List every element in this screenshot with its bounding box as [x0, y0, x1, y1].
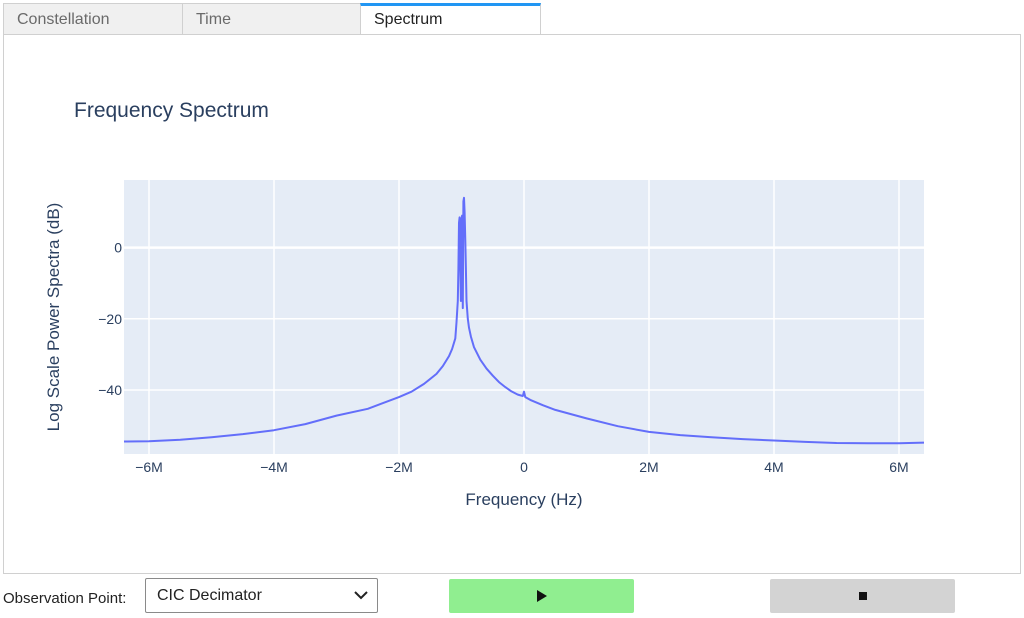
chevron-down-icon — [354, 591, 368, 600]
y-tick-label: −20 — [98, 311, 122, 327]
x-tick-labels: −6M −4M −2M 0 2M 4M 6M — [135, 459, 909, 475]
x-gridlines — [148, 180, 900, 454]
x-tick-label: 4M — [764, 459, 783, 475]
x-tick-label: −2M — [385, 459, 413, 475]
spectrum-chart: Frequency Spectrum −6M −4M −2M 0 2M 4M 6M 0 −20… — [44, 99, 925, 509]
y-tick-label: 0 — [114, 240, 122, 256]
x-axis-label: Frequency (Hz) — [465, 490, 582, 509]
tab-constellation[interactable]: Constellation — [3, 3, 183, 34]
y-gridlines — [124, 246, 924, 391]
x-tick-label: 6M — [889, 459, 908, 475]
stop-button[interactable] — [770, 579, 955, 613]
x-tick-label: −4M — [260, 459, 288, 475]
chart-title: Frequency Spectrum — [74, 99, 269, 122]
x-tick-label: 0 — [520, 459, 528, 475]
spectrum-line — [123, 196, 925, 445]
observation-point-value: CIC Decimator — [157, 587, 262, 604]
tab-time[interactable]: Time — [182, 3, 361, 34]
play-button[interactable] — [449, 579, 634, 613]
plot-area — [123, 180, 925, 454]
spectrum-panel: Frequency Spectrum −6M −4M −2M 0 2M 4M 6M 0 −20… — [3, 34, 1021, 574]
x-tick-label: −6M — [135, 459, 163, 475]
y-tick-labels: 0 −20 −40 — [98, 240, 122, 398]
y-axis-label: Log Scale Power Spectra (dB) — [44, 203, 63, 432]
observation-point-select[interactable]: CIC Decimator — [145, 578, 378, 613]
controls-bar: Observation Point: CIC Decimator — [0, 578, 1024, 618]
tab-bar: Constellation Time Spectrum — [3, 3, 1021, 36]
x-tick-label: 2M — [639, 459, 658, 475]
play-icon — [536, 590, 547, 602]
observation-point-label: Observation Point: — [3, 590, 127, 607]
stop-icon — [858, 592, 867, 600]
y-tick-label: −40 — [98, 382, 122, 398]
tab-spectrum[interactable]: Spectrum — [360, 3, 541, 36]
